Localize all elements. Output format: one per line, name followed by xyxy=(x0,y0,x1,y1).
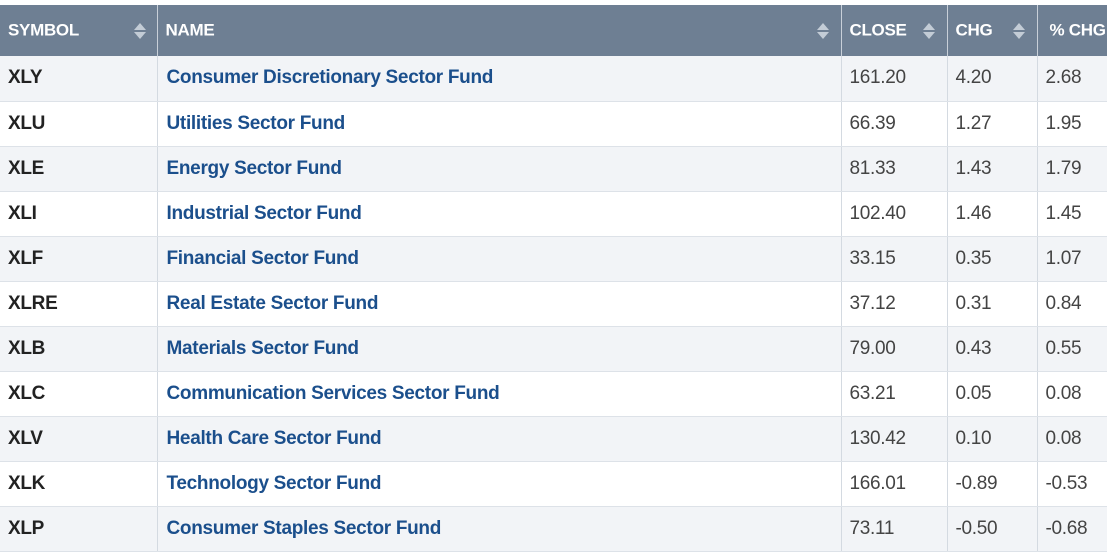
table-row[interactable]: XLV Health Care Sector Fund 130.42 0.10 0.08 xyxy=(0,416,1107,462)
cell-pct-chg: -0.53 xyxy=(1037,461,1107,507)
cell-name: Materials Sector Fund xyxy=(157,326,842,372)
cell-close: 79.00 xyxy=(841,326,948,372)
cell-pct-chg: 1.07 xyxy=(1037,236,1107,282)
cell-chg: 0.35 xyxy=(947,236,1038,282)
cell-close: 81.33 xyxy=(841,146,948,192)
column-header-close[interactable]: CLOSE xyxy=(841,5,948,56)
cell-pct-chg: 1.45 xyxy=(1037,191,1107,237)
cell-symbol: XLRE xyxy=(0,281,158,327)
cell-name: Consumer Discretionary Sector Fund xyxy=(157,56,842,102)
sort-arrows-icon[interactable] xyxy=(134,22,146,40)
column-header-pct-chg[interactable]: % CHG xyxy=(1037,5,1107,56)
cell-chg: 0.05 xyxy=(947,371,1038,417)
fund-name-link[interactable]: Industrial Sector Fund xyxy=(166,202,362,224)
cell-chg: 4.20 xyxy=(947,56,1038,102)
table-body: XLY Consumer Discretionary Sector Fund 161… xyxy=(0,56,1107,552)
cell-name: Communication Services Sector Fund xyxy=(157,371,842,417)
cell-name: Health Care Sector Fund xyxy=(157,416,842,462)
sector-fund-table: SYMBOL NAME CLOSE CHG % CHG XLY Consumer … xyxy=(0,5,1107,552)
cell-chg: 1.27 xyxy=(947,101,1038,147)
cell-pct-chg: 1.79 xyxy=(1037,146,1107,192)
column-header-symbol[interactable]: SYMBOL xyxy=(0,5,158,56)
sort-arrows-icon[interactable] xyxy=(816,22,829,40)
column-header-label: NAME xyxy=(165,20,215,40)
cell-chg: -0.89 xyxy=(947,461,1038,507)
table-row[interactable]: XLF Financial Sector Fund 33.15 0.35 1.07 xyxy=(0,236,1107,282)
cell-name: Financial Sector Fund xyxy=(157,236,842,282)
column-header-chg[interactable]: CHG xyxy=(947,5,1038,56)
table-row[interactable]: XLRE Real Estate Sector Fund 37.12 0.31 0.84 xyxy=(0,281,1107,327)
fund-name-link[interactable]: Energy Sector Fund xyxy=(166,157,342,179)
cell-chg: 0.10 xyxy=(947,416,1038,462)
cell-pct-chg: 0.08 xyxy=(1037,416,1107,462)
cell-name: Energy Sector Fund xyxy=(157,146,842,192)
fund-name-link[interactable]: Consumer Staples Sector Fund xyxy=(166,517,442,539)
cell-symbol: XLC xyxy=(0,371,158,417)
cell-symbol: XLP xyxy=(0,506,158,552)
cell-close: 161.20 xyxy=(841,56,948,102)
table-row[interactable]: XLP Consumer Staples Sector Fund 73.11 -0.5… xyxy=(0,506,1107,552)
cell-symbol: XLI xyxy=(0,191,158,237)
table-header: SYMBOL NAME CLOSE CHG % CHG xyxy=(0,5,1107,56)
column-header-label: % CHG xyxy=(1049,20,1106,40)
fund-name-link[interactable]: Utilities Sector Fund xyxy=(166,112,346,134)
fund-name-link[interactable]: Materials Sector Fund xyxy=(166,337,360,359)
header-row: SYMBOL NAME CLOSE CHG % CHG xyxy=(0,5,1107,56)
fund-name-link[interactable]: Real Estate Sector Fund xyxy=(166,292,379,314)
cell-close: 166.01 xyxy=(841,461,948,507)
cell-close: 66.39 xyxy=(841,101,948,147)
cell-pct-chg: 0.08 xyxy=(1037,371,1107,417)
cell-name: Industrial Sector Fund xyxy=(157,191,842,237)
cell-pct-chg: 0.55 xyxy=(1037,326,1107,372)
fund-name-link[interactable]: Communication Services Sector Fund xyxy=(166,382,500,404)
column-header-name[interactable]: NAME xyxy=(157,5,842,56)
cell-close: 102.40 xyxy=(841,191,948,237)
cell-symbol: XLB xyxy=(0,326,158,372)
table-row[interactable]: XLC Communication Services Sector Fund 63.… xyxy=(0,371,1107,417)
cell-symbol: XLV xyxy=(0,416,158,462)
cell-close: 73.11 xyxy=(841,506,948,552)
cell-symbol: XLF xyxy=(0,236,158,282)
column-header-label: CHG xyxy=(955,20,993,40)
fund-name-link[interactable]: Health Care Sector Fund xyxy=(166,427,382,449)
cell-name: Utilities Sector Fund xyxy=(157,101,842,147)
cell-close: 63.21 xyxy=(841,371,948,417)
cell-chg: -0.50 xyxy=(947,506,1038,552)
fund-name-link[interactable]: Financial Sector Fund xyxy=(166,247,359,269)
table-row[interactable]: XLI Industrial Sector Fund 102.40 1.46 1.45 xyxy=(0,191,1107,237)
column-header-label: CLOSE xyxy=(849,20,907,40)
cell-close: 130.42 xyxy=(841,416,948,462)
cell-symbol: XLY xyxy=(0,56,158,102)
sort-arrows-icon[interactable] xyxy=(1012,22,1025,40)
cell-chg: 0.31 xyxy=(947,281,1038,327)
table-row[interactable]: XLY Consumer Discretionary Sector Fund 161… xyxy=(0,56,1107,102)
table-row[interactable]: XLE Energy Sector Fund 81.33 1.43 1.79 xyxy=(0,146,1107,192)
table-row[interactable]: XLK Technology Sector Fund 166.01 -0.89 -0.5… xyxy=(0,461,1107,507)
column-header-label: SYMBOL xyxy=(8,20,79,40)
fund-name-link[interactable]: Consumer Discretionary Sector Fund xyxy=(166,67,494,89)
cell-close: 33.15 xyxy=(841,236,948,282)
cell-pct-chg: 0.84 xyxy=(1037,281,1107,327)
cell-symbol: XLK xyxy=(0,461,158,507)
cell-pct-chg: 2.68 xyxy=(1037,56,1107,102)
sort-arrows-icon[interactable] xyxy=(922,22,935,40)
table-row[interactable]: XLU Utilities Sector Fund 66.39 1.27 1.95 xyxy=(0,101,1107,147)
cell-close: 37.12 xyxy=(841,281,948,327)
cell-pct-chg: -0.68 xyxy=(1037,506,1107,552)
cell-chg: 1.46 xyxy=(947,191,1038,237)
cell-name: Real Estate Sector Fund xyxy=(157,281,842,327)
table-row[interactable]: XLB Materials Sector Fund 79.00 0.43 0.55 xyxy=(0,326,1107,372)
fund-name-link[interactable]: Technology Sector Fund xyxy=(166,472,382,494)
cell-symbol: XLU xyxy=(0,101,158,147)
cell-chg: 1.43 xyxy=(947,146,1038,192)
cell-symbol: XLE xyxy=(0,146,158,192)
cell-pct-chg: 1.95 xyxy=(1037,101,1107,147)
cell-chg: 0.43 xyxy=(947,326,1038,372)
cell-name: Consumer Staples Sector Fund xyxy=(157,506,842,552)
cell-name: Technology Sector Fund xyxy=(157,461,842,507)
